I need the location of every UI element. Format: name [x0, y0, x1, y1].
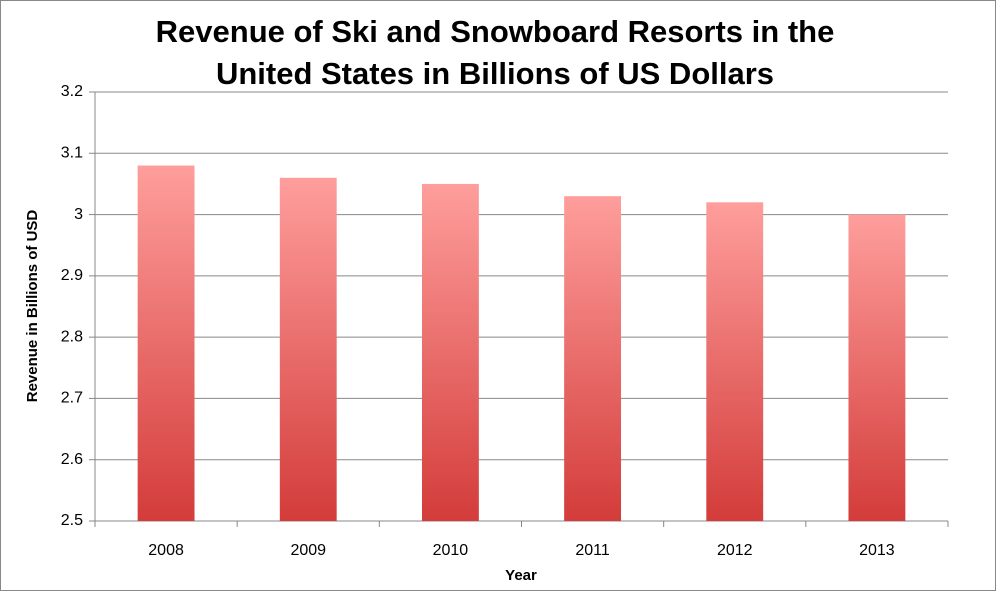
- y-tick-label: 2.9: [61, 267, 83, 284]
- bar: [706, 202, 764, 522]
- x-tick-label: 2011: [575, 542, 610, 559]
- x-tick-label: 2009: [290, 542, 326, 559]
- y-axis-title: Revenue in Billions of USD: [24, 210, 41, 403]
- chart-title: Revenue of Ski and Snowboard Resorts in …: [156, 14, 835, 49]
- y-tick-label: 3.1: [61, 145, 83, 162]
- y-tick-label: 3: [74, 206, 83, 223]
- bar: [421, 183, 479, 521]
- x-tick-label: 2012: [717, 542, 753, 559]
- bar: [137, 165, 195, 522]
- y-tick-label: 2.8: [61, 328, 83, 345]
- x-tick-label: 2010: [433, 542, 469, 559]
- bar: [279, 177, 337, 522]
- y-tick-label: 2.5: [61, 512, 83, 529]
- chart-title: United States in Billions of US Dollars: [216, 56, 774, 91]
- x-tick-label: 2008: [148, 542, 184, 559]
- x-tick-label: 2013: [859, 542, 895, 559]
- bar: [848, 214, 906, 522]
- x-axis-title: Year: [505, 567, 537, 584]
- y-tick-label: 2.7: [61, 390, 83, 407]
- y-tick-label: 3.2: [61, 83, 83, 100]
- bar: [564, 196, 622, 521]
- y-tick-label: 2.6: [61, 451, 83, 468]
